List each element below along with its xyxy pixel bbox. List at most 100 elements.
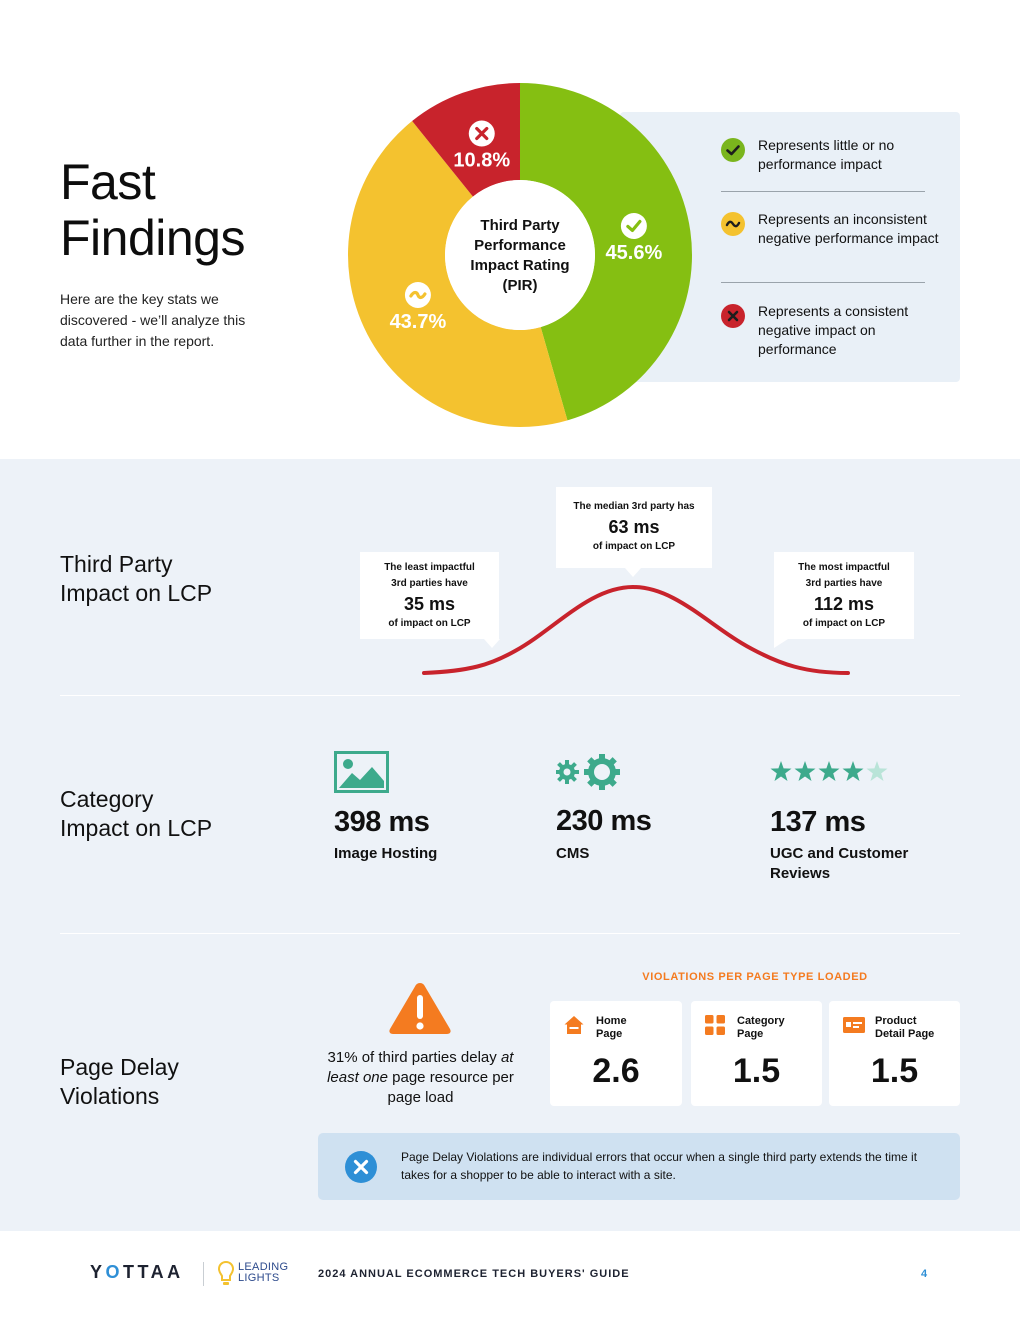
card-label-line1: Home bbox=[596, 1015, 627, 1027]
callout-median-line1: The median 3rd party has bbox=[573, 501, 695, 512]
definition-note-text: Page Delay Violations are individual err… bbox=[401, 1150, 918, 1182]
card-label-line2: Detail Page bbox=[875, 1028, 935, 1040]
donut-svg: 45.6% 43.7% 10.8% Third Party Performance Imp… bbox=[348, 83, 692, 428]
callout-least-line2: 3rd parties have bbox=[391, 578, 468, 589]
lightbulb-icon bbox=[218, 1261, 234, 1285]
callout-median: The median 3rd party has 63 ms of impact… bbox=[556, 487, 712, 568]
callout-most-value: 112 ms bbox=[813, 594, 875, 614]
warning-text-pre: 31% of third parties delay bbox=[327, 1049, 501, 1066]
yottaa-logo: YOTTAA bbox=[90, 1262, 184, 1283]
callout-pointer bbox=[625, 568, 641, 577]
callout-most-line2: 3rd parties have bbox=[805, 578, 883, 589]
leading-lights-logo: LEADING LIGHTS bbox=[238, 1262, 288, 1284]
legend-divider bbox=[721, 191, 925, 192]
page-title-line2: Findings bbox=[60, 210, 246, 266]
footer-guide-title: 2024 ANNUAL ECOMMERCE TECH BUYERS' GUIDE bbox=[318, 1268, 630, 1280]
card-label-line1: Product bbox=[875, 1015, 917, 1027]
partner-line1: LEADING bbox=[238, 1261, 289, 1273]
partner-line2: LIGHTS bbox=[238, 1272, 280, 1284]
pie-slice-2 bbox=[348, 121, 568, 428]
lcp-title-line1: Third Party bbox=[60, 551, 173, 577]
warning-text-post: page resource per page load bbox=[387, 1069, 514, 1106]
violation-card-label: Product Detail Page bbox=[875, 1015, 934, 1041]
category-title-line1: Category bbox=[60, 786, 154, 812]
violation-card-value: 1.5 bbox=[732, 1052, 781, 1090]
callout-pointer bbox=[484, 639, 500, 648]
lcp-distribution-curve bbox=[422, 584, 850, 675]
pie-slice-label: 45.6% bbox=[606, 242, 663, 264]
callout-most-suffix: of impact on LCP bbox=[802, 618, 886, 629]
stat-value-ugc: 137 ms bbox=[770, 806, 866, 838]
page-title-line1: Fast bbox=[60, 154, 156, 210]
lcp-title-line2: Impact on LCP bbox=[60, 580, 213, 606]
violations-section-title: Page Delay Violations bbox=[60, 1053, 179, 1111]
card-label-line1: Category bbox=[737, 1015, 785, 1027]
curve-line bbox=[422, 584, 850, 675]
legend-item-3: Represents a consistent negative impact … bbox=[758, 303, 909, 357]
violation-card-label: Home Page bbox=[596, 1015, 627, 1041]
page-title: Fast Findings bbox=[60, 154, 246, 266]
pir-donut-chart: 45.6% 43.7% 10.8% Third Party Performance Imp… bbox=[345, 80, 695, 430]
callout-least-value: 35 ms bbox=[403, 594, 456, 614]
violations-title-line1: Page Delay bbox=[60, 1054, 179, 1080]
warning-text-emphasis: at least one bbox=[327, 1049, 514, 1086]
violations-title-line2: Violations bbox=[60, 1083, 160, 1109]
check-icon bbox=[721, 138, 745, 162]
warning-icon bbox=[389, 983, 451, 1034]
violation-card-value: 1.5 bbox=[870, 1052, 919, 1090]
legend-item-1: Represents little or no performance impa… bbox=[758, 137, 895, 172]
x-icon bbox=[468, 120, 495, 147]
donut-center-label: Performance bbox=[474, 237, 566, 254]
callout-least-suffix: of impact on LCP bbox=[388, 618, 471, 629]
stat-label-ugc: UGC and Customer Reviews bbox=[770, 845, 909, 882]
logo-text-pre: Y bbox=[90, 1262, 106, 1282]
callout-least-line1: The least impactful bbox=[384, 562, 475, 573]
donut-center-label: Third Party bbox=[480, 217, 560, 234]
violation-card-home: Home Page 2.6 bbox=[550, 1001, 682, 1106]
product-icon bbox=[843, 1017, 865, 1033]
violation-card-product: Product Detail Page 1.5 bbox=[829, 1001, 960, 1106]
gears-icon bbox=[556, 754, 620, 790]
violation-card-category: Category Page 1.5 bbox=[691, 1001, 822, 1106]
image-icon bbox=[334, 751, 389, 793]
legend-divider bbox=[721, 282, 925, 283]
logo-text-o: O bbox=[105, 1262, 124, 1282]
pie-slice-1 bbox=[520, 83, 692, 421]
x-icon bbox=[721, 304, 745, 328]
stat-label-cms: CMS bbox=[556, 845, 590, 862]
tilde-icon bbox=[721, 212, 745, 236]
grid-icon bbox=[705, 1015, 725, 1035]
callout-median-suffix: of impact on LCP bbox=[592, 541, 676, 552]
section-divider bbox=[60, 695, 960, 696]
callout-median-value: 63 ms bbox=[608, 517, 660, 537]
donut-center-label: (PIR) bbox=[503, 277, 538, 294]
donut-center-label: Impact Rating bbox=[470, 257, 569, 274]
page-number: 4 bbox=[921, 1268, 928, 1280]
violation-warning-text: 31% of third parties delay at least one … bbox=[318, 1048, 523, 1108]
logo-text-post: TTAA bbox=[123, 1262, 184, 1282]
lcp-section-title: Third Party Impact on LCP bbox=[60, 550, 212, 608]
category-title-line2: Impact on LCP bbox=[60, 815, 213, 841]
card-label-line2: Page bbox=[596, 1028, 623, 1040]
stat-value-cms: 230 ms bbox=[556, 805, 652, 837]
definition-note: Page Delay Violations are individual err… bbox=[318, 1133, 960, 1200]
card-label-line2: Page bbox=[737, 1028, 764, 1040]
callout-most-line1: The most impactful bbox=[798, 562, 890, 573]
violation-card-label: Category Page bbox=[737, 1015, 785, 1041]
pie-slice-label: 43.7% bbox=[390, 311, 447, 333]
violation-card-value: 2.6 bbox=[592, 1052, 640, 1090]
stat-label-image-hosting: Image Hosting bbox=[334, 845, 438, 862]
category-section-title: Category Impact on LCP bbox=[60, 785, 212, 843]
pie-slice-label: 10.8% bbox=[453, 150, 510, 172]
donut-hole bbox=[445, 180, 595, 330]
section-divider bbox=[60, 933, 960, 934]
callout-most-impactful: The most impactful 3rd parties have 112 … bbox=[774, 552, 914, 639]
violations-header: VIOLATIONS PER PAGE TYPE LOADED bbox=[642, 971, 868, 983]
close-circle-icon bbox=[345, 1151, 377, 1183]
page-description: Here are the key stats we discovered - w… bbox=[60, 291, 246, 349]
callout-pointer bbox=[774, 639, 788, 648]
home-icon bbox=[564, 1016, 584, 1034]
pir-legend: Represents little or no performance impa… bbox=[620, 112, 960, 382]
stars-icon bbox=[770, 761, 888, 781]
tilde-icon bbox=[404, 281, 431, 308]
